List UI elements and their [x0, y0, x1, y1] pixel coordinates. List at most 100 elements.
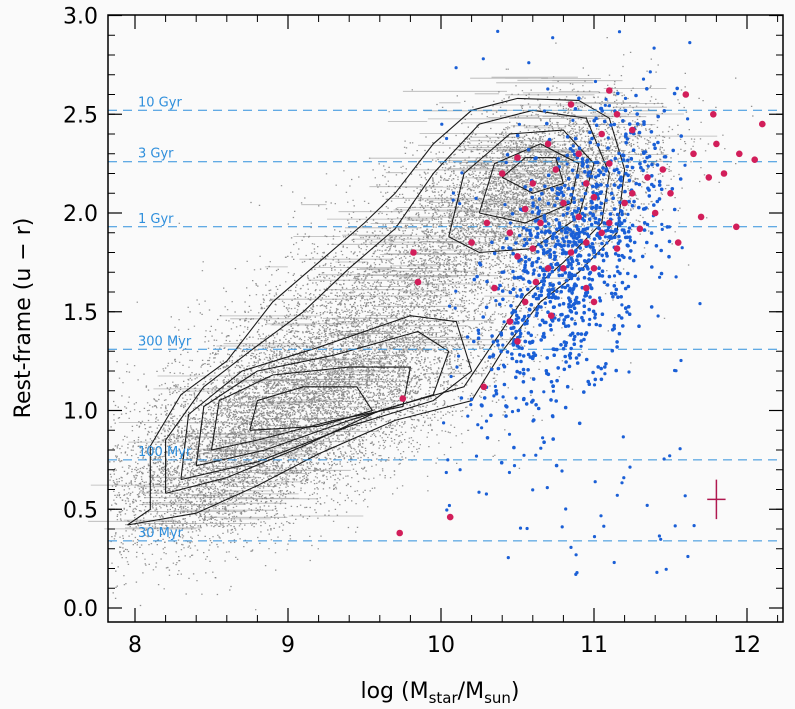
blue-point: [537, 197, 542, 201]
age-label: 30 Myr: [138, 526, 184, 541]
contour-line: [478, 143, 580, 224]
blue-point: [490, 240, 494, 245]
blue-point: [571, 287, 575, 292]
blue-point: [516, 408, 521, 413]
blue-point: [505, 153, 510, 157]
blue-point: [548, 299, 553, 304]
blue-point: [642, 120, 646, 124]
blue-point: [650, 174, 654, 178]
blue-point: [577, 230, 582, 235]
blue-point: [611, 295, 615, 299]
blue-point: [650, 265, 654, 269]
blue-point: [579, 332, 584, 336]
blue-point: [550, 269, 555, 274]
blue-point: [559, 313, 563, 317]
blue-point: [672, 207, 677, 212]
blue-point: [572, 337, 576, 342]
blue-point: [526, 352, 531, 357]
blue-point: [501, 395, 505, 399]
blue-point: [546, 292, 551, 297]
blue-point: [615, 212, 620, 217]
blue-point: [641, 168, 645, 173]
blue-point: [555, 378, 559, 383]
blue-point: [549, 262, 553, 267]
blue-point: [535, 226, 539, 231]
blue-point: [477, 490, 481, 494]
blue-point: [543, 184, 547, 189]
blue-point: [604, 97, 608, 101]
blue-point: [565, 384, 570, 389]
blue-point: [551, 36, 555, 40]
blue-point: [546, 288, 550, 293]
blue-point: [546, 274, 551, 279]
red-point: [514, 253, 521, 260]
blue-point: [528, 187, 533, 192]
blue-point: [481, 315, 486, 319]
red-points: [396, 87, 766, 537]
x-axis-title-mid: /M: [458, 679, 484, 704]
blue-point: [610, 348, 615, 353]
blue-point: [524, 402, 529, 406]
blue-point: [501, 363, 506, 367]
blue-point: [542, 335, 547, 339]
blue-point: [587, 217, 592, 221]
blue-point: [565, 211, 569, 216]
blue-point: [489, 367, 494, 372]
blue-point: [445, 508, 449, 512]
blue-point: [662, 109, 667, 113]
blue-point: [588, 245, 592, 249]
blue-point: [562, 239, 566, 244]
blue-point: [604, 198, 608, 203]
blue-point: [584, 357, 589, 362]
blue-point: [521, 380, 526, 384]
blue-point: [537, 294, 542, 298]
blue-point: [527, 279, 531, 284]
blue-point: [574, 298, 578, 303]
blue-point: [598, 323, 602, 328]
blue-point: [561, 321, 566, 326]
blue-point: [556, 296, 560, 300]
blue-point: [570, 317, 574, 321]
blue-point: [618, 177, 622, 181]
blue-point: [525, 319, 530, 323]
red-point: [583, 180, 590, 187]
x-axis-title-end: ): [511, 679, 520, 704]
blue-point: [603, 235, 608, 239]
blue-point: [598, 273, 602, 278]
blue-point: [574, 553, 578, 557]
blue-point: [659, 187, 664, 192]
blue-point: [507, 246, 511, 250]
blue-point: [617, 216, 621, 220]
blue-point: [597, 226, 601, 231]
blue-point: [654, 244, 659, 248]
blue-point: [598, 298, 603, 303]
blue-point: [628, 256, 632, 260]
blue-point: [545, 250, 549, 255]
blue-point: [510, 311, 514, 315]
blue-point: [626, 271, 630, 276]
blue-point: [683, 163, 687, 167]
blue-point: [542, 276, 546, 280]
red-point: [560, 265, 567, 272]
blue-point: [623, 189, 627, 194]
blue-point: [546, 310, 550, 315]
blue-point: [519, 359, 523, 364]
blue-point: [604, 251, 609, 256]
blue-point: [544, 320, 548, 325]
blue-point: [530, 261, 535, 265]
blue-point: [567, 353, 572, 358]
red-point: [590, 265, 598, 272]
blue-point: [627, 370, 631, 374]
blue-point: [585, 290, 590, 295]
blue-point: [602, 524, 606, 528]
blue-point: [491, 340, 496, 344]
red-point: [575, 150, 582, 158]
blue-point: [622, 476, 626, 480]
blue-point: [567, 288, 572, 293]
red-point: [710, 111, 717, 118]
blue-point: [529, 302, 534, 307]
blue-point: [621, 324, 625, 328]
blue-point: [549, 398, 553, 402]
blue-point: [574, 283, 578, 288]
blue-point: [492, 251, 497, 256]
